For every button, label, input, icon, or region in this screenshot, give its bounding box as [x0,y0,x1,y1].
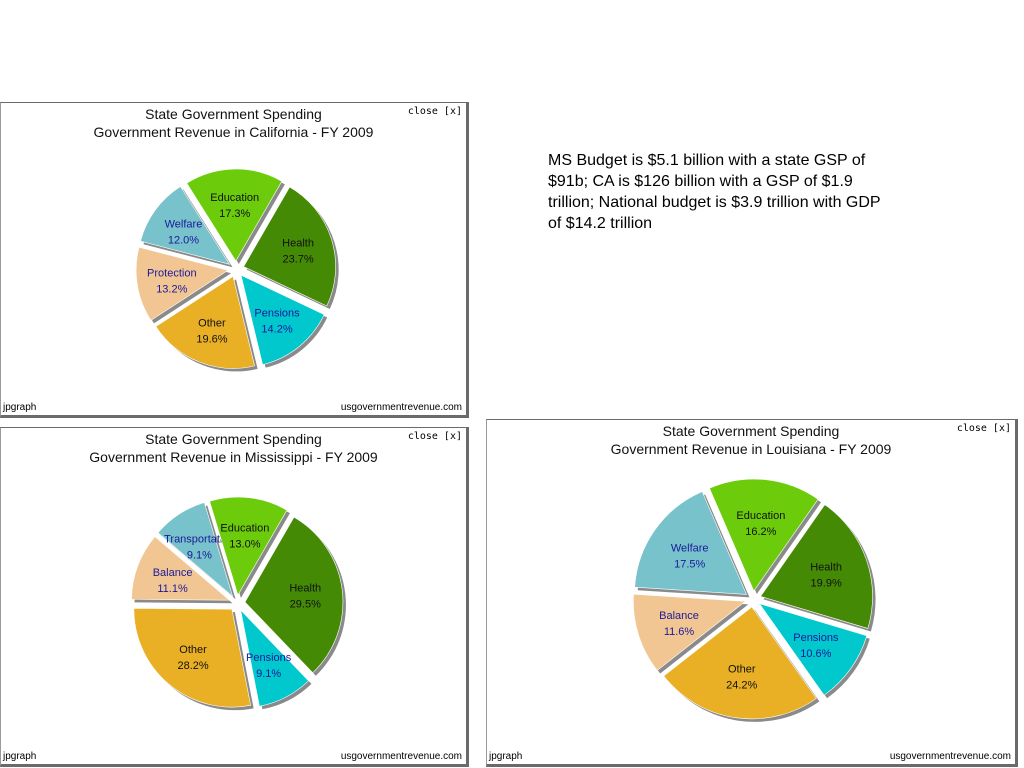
slice-label-other: Other [179,644,207,656]
louisiana-pie-chart: Health 19.9% Pensions 10.6% Other 24.2% Balanc… [633,478,876,722]
jpgraph-credit: jpgraph [3,751,37,762]
budget-note: MS Budget is $5.1 billion with a state G… [548,152,881,232]
slice-value-balance: 11.6% [664,626,695,638]
slice-value-transportation: 9.1% [187,549,212,561]
pie-slice-health [243,186,336,307]
slice-value-health: 29.5% [290,599,321,611]
chart-title: State Government Spending [145,431,322,447]
chart-title: State Government Spending [662,423,840,439]
slice-label-health: Health [810,562,842,574]
chart-subtitle: Government Revenue in California - FY 20… [93,124,374,140]
california-pie-chart: Health 23.7% Pensions 14.2% Other 19.6% Protec… [135,168,339,372]
close-button[interactable]: close [x] [956,423,1011,434]
slice-label-balance: Balance [153,567,193,579]
chart-subtitle: Government Revenue in Louisiana - FY 200… [610,441,892,457]
slice-label-transportation: Transportation [164,533,235,545]
slice-label-protection: Protection [147,267,197,279]
slice-label-health: Health [282,238,314,250]
slice-label-health: Health [289,583,321,595]
slice-label-education: Education [220,523,269,535]
close-button[interactable]: close [x] [407,106,462,117]
california-chart-panel: State Government Spending Government Rev… [0,102,469,418]
slice-label-welfare: Welfare [165,219,203,231]
pie-slice-education [209,496,288,596]
close-button[interactable]: close [x] [407,431,462,442]
slice-value-health: 19.9% [811,578,842,590]
pie-slice-health [244,516,344,674]
pie-slice-health [760,504,873,629]
pie-slice-other [155,275,255,369]
pie-slice-protection [135,246,229,321]
pie-slice-transportation [157,502,234,598]
slice-value-welfare: 12.0% [168,235,199,247]
mississippi-pie-chart: Health 29.5% Pensions 9.1% Other 28.2% Balance… [131,496,346,711]
slice-value-education: 17.3% [219,208,250,220]
pie-slice-education [709,478,819,592]
chart-title: State Government Spending [145,106,322,122]
slice-label-pensions: Pensions [246,652,292,664]
source-credit: usgovernmentrevenue.com [340,751,462,762]
slice-value-welfare: 17.5% [674,558,705,570]
slice-value-pensions: 14.2% [261,323,292,335]
slice-value-other: 19.6% [196,333,227,345]
slice-label-balance: Balance [659,610,699,622]
jpgraph-credit: jpgraph [3,402,37,413]
slice-label-pensions: Pensions [793,632,839,644]
slice-label-education: Education [210,192,259,204]
chart-subtitle: Government Revenue in Mississippi - FY 2… [89,449,378,465]
slice-value-other: 24.2% [726,680,757,692]
source-credit: usgovernmentrevenue.com [340,402,462,413]
slice-label-welfare: Welfare [671,542,709,554]
pie-slice-welfare [140,186,231,265]
pie-slice-balance [131,536,231,601]
pie-slice-pensions [240,609,309,707]
pie-slice-pensions [758,603,868,696]
jpgraph-credit: jpgraph [489,751,523,762]
source-credit: usgovernmentrevenue.com [889,751,1011,762]
louisiana-chart-panel: State Government Spending Government Rev… [486,419,1018,767]
slice-value-other: 28.2% [177,660,208,672]
slice-label-other: Other [198,317,226,329]
slice-label-other: Other [728,664,756,676]
pie-slice-education [186,168,283,262]
slice-value-pensions: 10.6% [800,648,831,660]
pie-slice-welfare [634,491,747,595]
pie-slice-pensions [240,274,325,366]
slice-value-protection: 13.2% [156,283,187,295]
pie-slice-balance [633,593,747,671]
slice-label-education: Education [736,510,785,522]
slice-value-health: 23.7% [282,254,313,266]
slice-value-education: 13.0% [229,539,260,551]
slice-value-education: 16.2% [745,526,776,538]
slice-value-balance: 11.1% [157,583,188,595]
slice-label-pensions: Pensions [254,307,300,319]
mississippi-chart-panel: State Government Spending Government Rev… [0,427,469,767]
pie-slice-other [133,608,252,708]
slice-value-pensions: 9.1% [256,668,281,680]
pie-slice-other [663,606,817,720]
